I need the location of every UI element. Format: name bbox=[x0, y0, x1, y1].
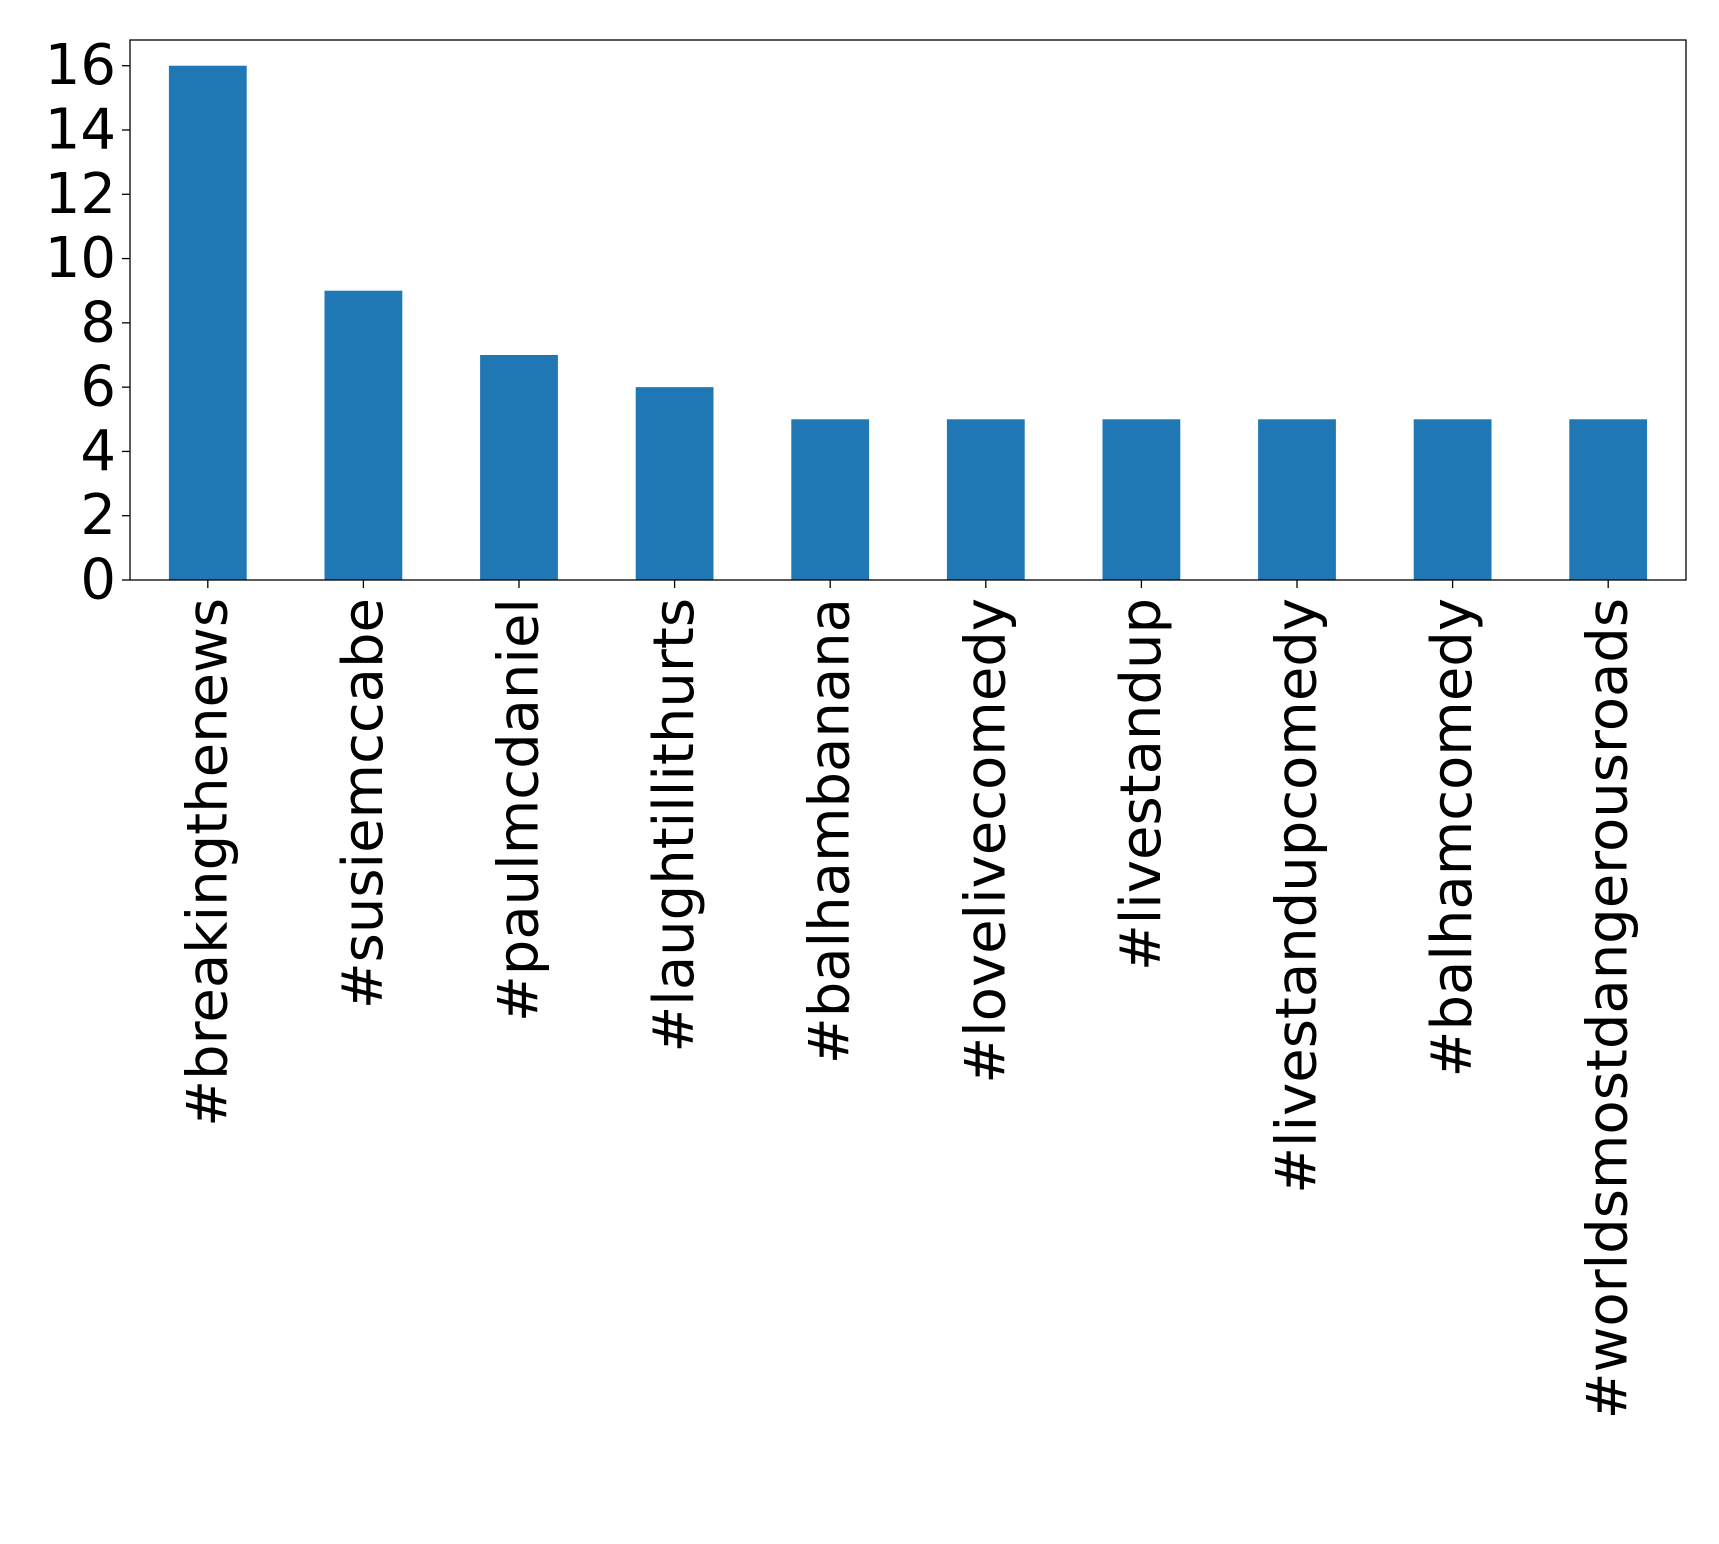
x-tick-label: #laughtillithurts bbox=[642, 598, 707, 1053]
bar bbox=[1258, 419, 1336, 580]
x-tick-label: #paulmcdaniel bbox=[487, 598, 552, 1022]
plot-frame bbox=[129, 39, 1687, 581]
bar bbox=[946, 419, 1025, 580]
x-tick-label: #balhamcomedy bbox=[1420, 598, 1485, 1077]
x-tick-label: #worldsmostdangerousroads bbox=[1576, 598, 1641, 1419]
x-axis: #breakingthenews #susiemccabe #paulmcdanie… bbox=[175, 580, 1641, 1419]
y-tick-label: 14 bbox=[45, 98, 116, 163]
bars-group bbox=[168, 65, 1648, 580]
bar bbox=[791, 419, 870, 580]
y-tick-label: 2 bbox=[80, 483, 116, 548]
x-tick-label: #breakingthenews bbox=[175, 598, 240, 1127]
bar bbox=[635, 387, 714, 580]
x-tick-label: #susiemccabe bbox=[331, 598, 396, 1009]
y-tick-label: 0 bbox=[80, 548, 116, 613]
bar bbox=[480, 355, 558, 580]
y-tick-label: 12 bbox=[45, 162, 116, 227]
x-tick-label: #lovelivecomedy bbox=[953, 598, 1018, 1084]
y-tick-label: 4 bbox=[80, 419, 116, 484]
x-tick-label: #balhambanana bbox=[798, 598, 863, 1064]
x-tick-label: #livestandup bbox=[1109, 598, 1174, 971]
bar bbox=[1413, 419, 1492, 580]
bar bbox=[1569, 419, 1648, 580]
bar bbox=[324, 290, 403, 580]
y-tick-label: 16 bbox=[45, 33, 116, 98]
bar bbox=[168, 65, 247, 580]
y-tick-label: 8 bbox=[80, 290, 116, 355]
bar bbox=[1102, 419, 1181, 580]
x-tick-label: #livestandupcomedy bbox=[1265, 598, 1330, 1194]
y-tick-label: 10 bbox=[45, 226, 116, 291]
y-tick-label: 6 bbox=[80, 355, 116, 420]
